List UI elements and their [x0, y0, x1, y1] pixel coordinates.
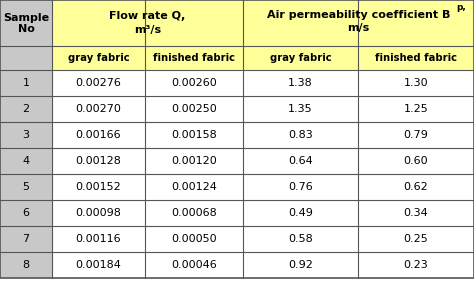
Text: finished fabric: finished fabric [375, 53, 457, 63]
Bar [52, 174, 474, 200]
Text: 0.00124: 0.00124 [171, 182, 217, 192]
Text: 0.00158: 0.00158 [171, 130, 217, 140]
Text: 4: 4 [22, 156, 29, 166]
Bar [0, 148, 52, 174]
Text: 0.00166: 0.00166 [76, 130, 121, 140]
Text: 1.25: 1.25 [404, 104, 428, 114]
Text: 0.00260: 0.00260 [171, 78, 217, 88]
Bar [0, 0, 52, 46]
Text: 0.83: 0.83 [288, 130, 313, 140]
Text: No: No [18, 24, 35, 34]
Text: 0.23: 0.23 [404, 260, 428, 270]
Bar [0, 252, 52, 278]
Bar [52, 148, 474, 174]
Text: 1.30: 1.30 [404, 78, 428, 88]
Text: 0.00046: 0.00046 [171, 260, 217, 270]
Text: 0.00152: 0.00152 [76, 182, 121, 192]
Text: 0.79: 0.79 [403, 130, 428, 140]
Text: 0.00276: 0.00276 [75, 78, 121, 88]
Bar [52, 200, 474, 226]
Text: 3: 3 [22, 130, 29, 140]
Text: gray fabric: gray fabric [68, 53, 129, 63]
Text: Flow rate Q,: Flow rate Q, [109, 11, 186, 21]
Text: m³/s: m³/s [134, 25, 161, 35]
Bar [0, 226, 52, 252]
Text: 0.58: 0.58 [288, 234, 313, 244]
Bar [52, 226, 474, 252]
Text: 1: 1 [22, 78, 29, 88]
Text: 0.00128: 0.00128 [75, 156, 121, 166]
Text: 0.25: 0.25 [404, 234, 428, 244]
Text: 0.00250: 0.00250 [171, 104, 217, 114]
Bar [52, 252, 474, 278]
Text: Sample: Sample [3, 13, 49, 23]
Text: 8: 8 [22, 260, 29, 270]
Bar [0, 70, 52, 96]
Text: 0.00120: 0.00120 [171, 156, 217, 166]
Bar [0, 46, 52, 70]
Bar [0, 96, 52, 122]
Text: 0.60: 0.60 [404, 156, 428, 166]
Text: 0.00098: 0.00098 [75, 208, 121, 218]
Text: 0.92: 0.92 [288, 260, 313, 270]
Text: 1.38: 1.38 [288, 78, 313, 88]
Text: finished fabric: finished fabric [153, 53, 235, 63]
Text: 7: 7 [22, 234, 29, 244]
Bar [52, 96, 474, 122]
Text: 0.34: 0.34 [404, 208, 428, 218]
Text: 1.35: 1.35 [288, 104, 313, 114]
Text: 6: 6 [22, 208, 29, 218]
Text: gray fabric: gray fabric [270, 53, 331, 63]
Text: Air permeability coefficient B: Air permeability coefficient B [267, 10, 450, 20]
Text: 5: 5 [22, 182, 29, 192]
Text: 0.00116: 0.00116 [76, 234, 121, 244]
Text: 0.00184: 0.00184 [75, 260, 121, 270]
Text: 0.49: 0.49 [288, 208, 313, 218]
Text: m/s: m/s [347, 23, 370, 33]
Bar [52, 0, 474, 46]
Bar [0, 122, 52, 148]
Bar [52, 70, 474, 96]
Text: 0.76: 0.76 [288, 182, 313, 192]
Text: 0.00068: 0.00068 [171, 208, 217, 218]
Text: 0.00050: 0.00050 [171, 234, 217, 244]
Text: 2: 2 [22, 104, 29, 114]
Bar [0, 174, 52, 200]
Text: 0.00270: 0.00270 [75, 104, 121, 114]
Text: 0.64: 0.64 [288, 156, 313, 166]
Bar [0, 200, 52, 226]
Bar [52, 122, 474, 148]
Text: p,: p, [456, 3, 466, 12]
Text: 0.62: 0.62 [404, 182, 428, 192]
Bar [52, 46, 474, 70]
